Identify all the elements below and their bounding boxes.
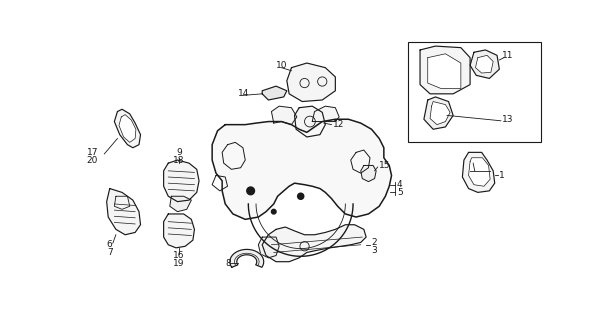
Text: 1: 1 — [500, 171, 505, 180]
Circle shape — [297, 193, 304, 199]
Text: 15: 15 — [379, 161, 391, 170]
Text: 7: 7 — [107, 248, 113, 257]
Polygon shape — [470, 50, 500, 78]
Polygon shape — [262, 86, 287, 100]
Polygon shape — [262, 225, 366, 262]
Polygon shape — [107, 188, 141, 235]
Polygon shape — [230, 249, 263, 267]
Polygon shape — [430, 101, 450, 124]
Polygon shape — [428, 54, 461, 88]
Polygon shape — [164, 160, 199, 202]
Circle shape — [247, 187, 254, 195]
Text: 11: 11 — [503, 51, 514, 60]
Polygon shape — [170, 196, 191, 212]
Polygon shape — [312, 106, 339, 122]
Polygon shape — [361, 165, 376, 182]
Polygon shape — [259, 237, 279, 258]
Polygon shape — [271, 106, 297, 124]
Polygon shape — [424, 97, 453, 129]
Polygon shape — [164, 214, 194, 248]
Polygon shape — [469, 158, 490, 186]
Text: 18: 18 — [173, 156, 185, 164]
Text: 5: 5 — [397, 188, 402, 197]
Polygon shape — [463, 152, 495, 192]
Text: 2: 2 — [371, 238, 377, 247]
Bar — [409, 42, 541, 142]
Text: 19: 19 — [173, 259, 185, 268]
Polygon shape — [114, 109, 141, 148]
Text: 20: 20 — [87, 156, 98, 164]
Text: 3: 3 — [371, 246, 378, 255]
Polygon shape — [119, 115, 136, 142]
Text: 4: 4 — [397, 180, 402, 189]
Polygon shape — [287, 63, 335, 101]
Text: 17: 17 — [87, 148, 98, 157]
Text: 9: 9 — [176, 148, 182, 157]
Text: 13: 13 — [503, 115, 514, 124]
Polygon shape — [420, 46, 470, 94]
Polygon shape — [294, 106, 325, 137]
Polygon shape — [475, 55, 493, 73]
Circle shape — [271, 209, 276, 214]
Text: 14: 14 — [237, 89, 249, 98]
Text: 12: 12 — [333, 120, 344, 129]
Polygon shape — [212, 119, 392, 219]
Text: 10: 10 — [276, 61, 288, 70]
Text: 6: 6 — [107, 240, 113, 249]
Text: 16: 16 — [173, 251, 185, 260]
Text: 8: 8 — [225, 259, 231, 268]
